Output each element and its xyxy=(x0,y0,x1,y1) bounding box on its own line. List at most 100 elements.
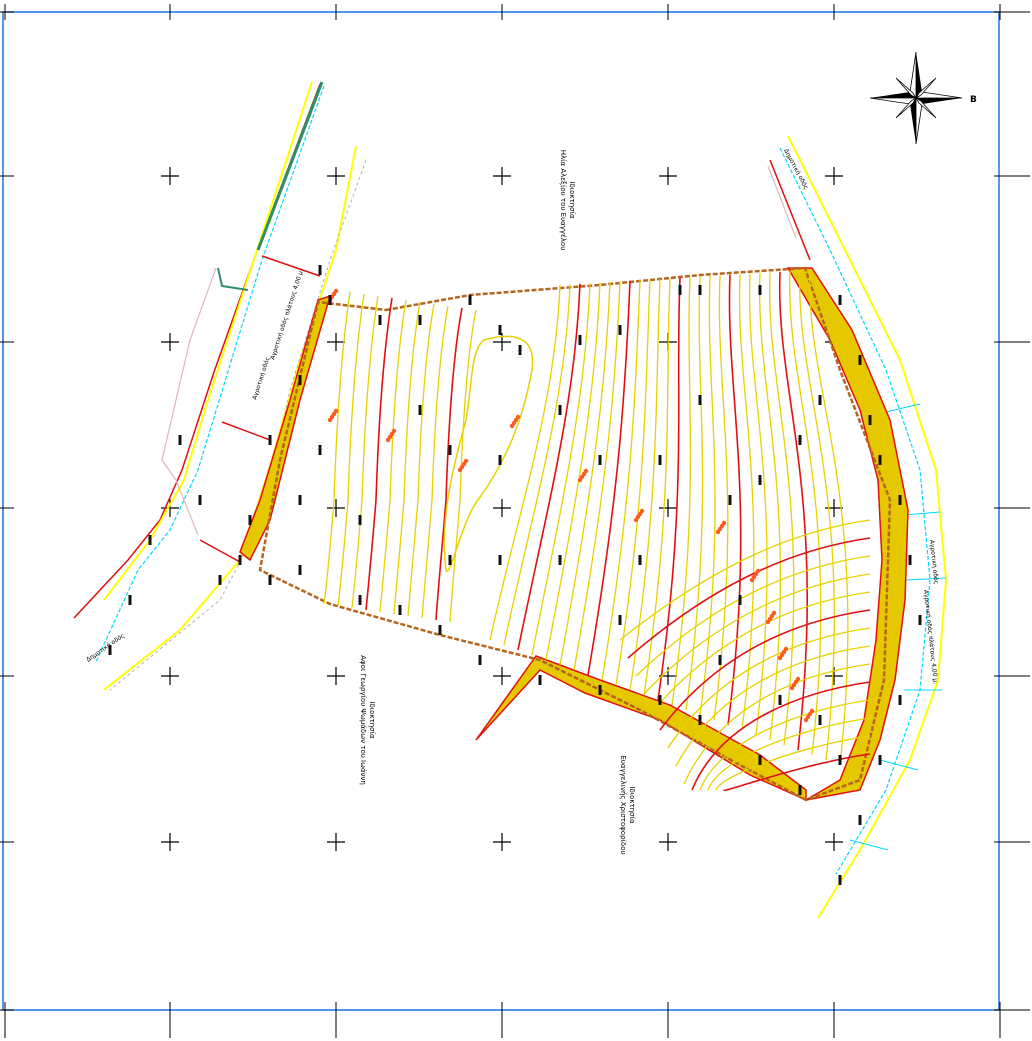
spot-height xyxy=(618,615,622,625)
owner-label-southwest: Ιδιοκτησία Αφοι Γεωργίου Ψωμάδων του Ιωά… xyxy=(359,655,376,785)
spot-height xyxy=(498,325,502,335)
road-label-west-top: Δημοτική οδός xyxy=(85,632,126,663)
spot-height xyxy=(698,715,702,725)
spot-height xyxy=(878,455,882,465)
map-frame xyxy=(2,11,1000,1011)
west-road xyxy=(73,81,367,691)
hilltop-contour xyxy=(443,335,534,572)
slope-marker xyxy=(333,408,339,414)
slope-marker xyxy=(783,646,789,652)
road-label-west-sub: Αγροτική οδός πλάτους 4,00 μ. xyxy=(269,268,305,360)
spot-height xyxy=(518,345,522,355)
spot-height xyxy=(418,315,422,325)
contour-minor xyxy=(615,279,651,686)
contour-minor xyxy=(683,663,871,785)
spot-height xyxy=(698,395,702,405)
contour-minor xyxy=(685,276,704,711)
contour-minor xyxy=(337,293,365,607)
contour-minor xyxy=(545,282,601,661)
spot-height xyxy=(298,375,302,385)
owner-sw-line1: Ιδιοκτησία xyxy=(368,701,376,739)
spot-height xyxy=(498,455,502,465)
spot-height xyxy=(578,335,582,345)
slope-fill xyxy=(239,267,909,802)
contour-major xyxy=(657,277,681,701)
contour-minor xyxy=(503,284,571,646)
spot-height xyxy=(378,315,382,325)
owner-north-line2: Ηλία Αλεξίου του Ευαγγέλου xyxy=(559,150,567,251)
owner-sw-line2: Αφοι Γεωργίου Ψωμάδων του Ιωάννη xyxy=(359,655,367,785)
north-arrow-label: Β xyxy=(970,95,977,105)
spot-height xyxy=(898,695,902,705)
contour-minor xyxy=(407,303,435,617)
spot-height xyxy=(328,295,332,305)
spot-height xyxy=(558,555,562,565)
grid-crosses xyxy=(161,167,843,851)
slope-marker xyxy=(639,508,645,514)
spot-height xyxy=(858,355,862,365)
contour-minor xyxy=(449,309,477,623)
slope-marker xyxy=(463,458,469,464)
spot-height xyxy=(778,695,782,705)
spot-height xyxy=(598,685,602,695)
contour-major xyxy=(587,280,631,676)
contour-major xyxy=(435,307,463,621)
contour-minor xyxy=(601,280,641,681)
contour-minor xyxy=(748,273,768,736)
contour-minor xyxy=(531,283,591,656)
spot-height xyxy=(838,755,842,765)
contour-minor xyxy=(715,735,871,791)
owner-north-line1: Ιδιοκτησία xyxy=(568,181,576,219)
spot-height xyxy=(478,655,482,665)
spot-height xyxy=(148,535,152,545)
contour-major xyxy=(723,753,871,792)
slope-markers xyxy=(327,288,815,723)
contour-minor xyxy=(799,270,835,761)
spot-height xyxy=(918,615,922,625)
east-road xyxy=(767,135,948,919)
spot-height xyxy=(878,755,882,765)
spot-height xyxy=(618,325,622,335)
spot-height xyxy=(298,495,302,505)
spot-height xyxy=(698,285,702,295)
spot-height xyxy=(268,575,272,585)
spot-height xyxy=(468,295,472,305)
road-label-east: Αγροτική οδός xyxy=(928,539,940,584)
spot-height xyxy=(758,285,762,295)
slope-marker xyxy=(515,414,521,420)
contour-major xyxy=(659,609,871,731)
owner-se-line2: Ευαγγελινής Χριστοφορίδου xyxy=(619,755,627,854)
slope-marker xyxy=(583,468,589,474)
contour-major xyxy=(691,681,871,791)
spot-height xyxy=(728,495,732,505)
contour-minor xyxy=(809,269,849,766)
contour-minor xyxy=(573,281,621,671)
slope-marker xyxy=(755,568,761,574)
contour-minor xyxy=(489,284,561,641)
spot-height xyxy=(538,675,542,685)
contour-minor xyxy=(699,699,871,791)
spot-height xyxy=(108,645,112,655)
slope-marker xyxy=(809,708,815,714)
spot-heights xyxy=(108,265,922,885)
owner-label-north: Ιδιοκτησία Ηλία Αλεξίου του Ευαγγέλου xyxy=(559,150,576,251)
spot-height xyxy=(448,445,452,455)
spot-height xyxy=(838,295,842,305)
spot-height xyxy=(868,415,872,425)
spot-height xyxy=(818,395,822,405)
slope-marker xyxy=(391,428,397,434)
contour-minor xyxy=(758,272,781,741)
spot-height xyxy=(498,555,502,565)
north-arrow-icon: Β xyxy=(869,51,977,145)
spot-height xyxy=(438,625,442,635)
spot-height xyxy=(798,785,802,795)
spot-height xyxy=(268,435,272,445)
contour-minor xyxy=(629,278,661,691)
spot-height xyxy=(398,605,402,615)
grid-ticks xyxy=(0,4,1030,1038)
contour-major xyxy=(727,274,742,726)
spot-height xyxy=(598,455,602,465)
spot-height xyxy=(658,455,662,465)
contour-minor xyxy=(768,272,795,746)
contour-major xyxy=(365,297,393,611)
